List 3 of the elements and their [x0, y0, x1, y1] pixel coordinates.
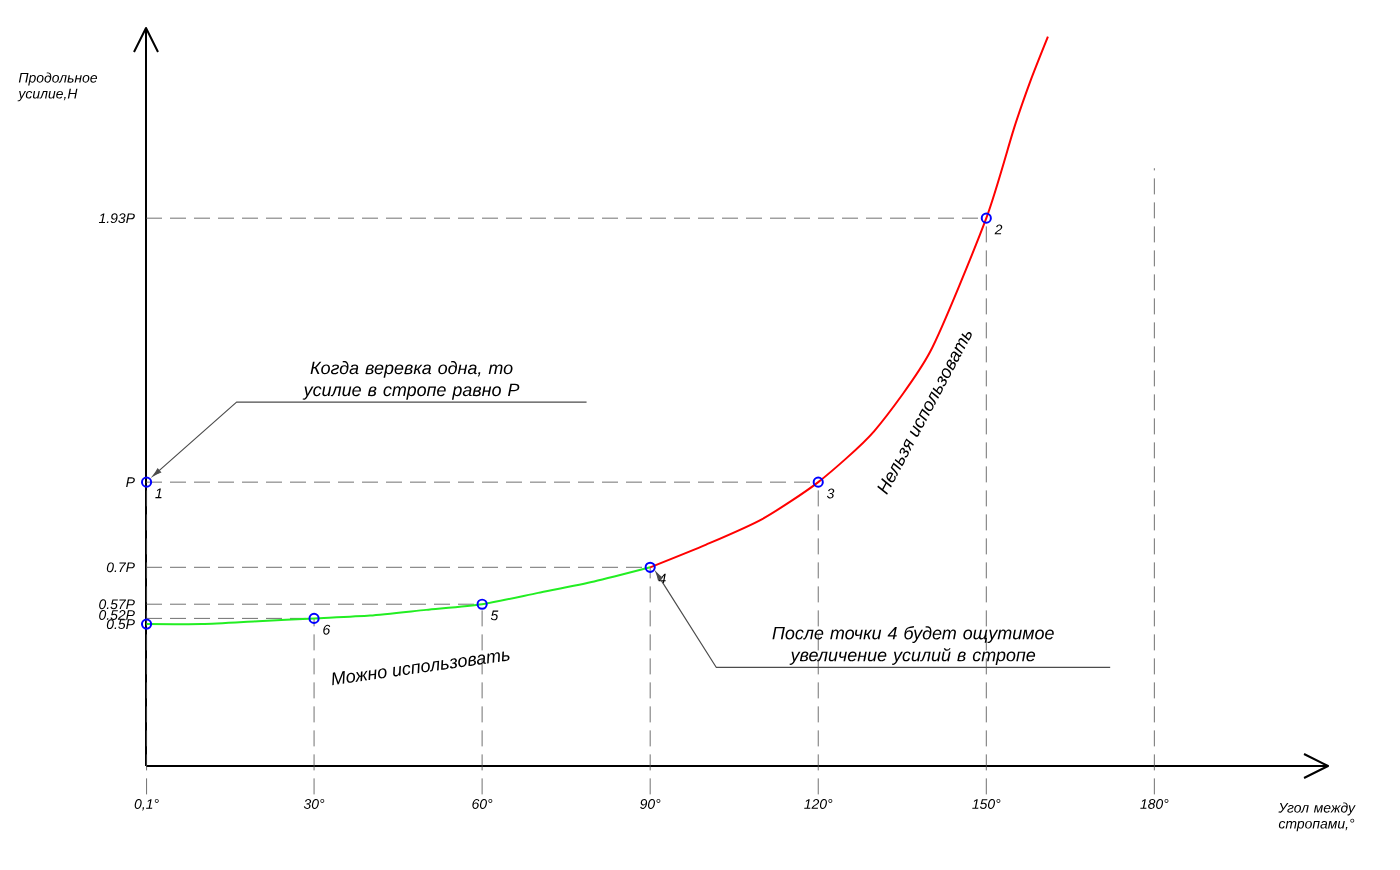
annotation: Когда веревка одна, то усилие в стропе равно P: [302, 361, 520, 400]
text: Можно использовать: [332, 651, 510, 686]
annotation: После точки 4 будет ощутимое увеличение усилий в стропе: [772, 626, 1054, 665]
